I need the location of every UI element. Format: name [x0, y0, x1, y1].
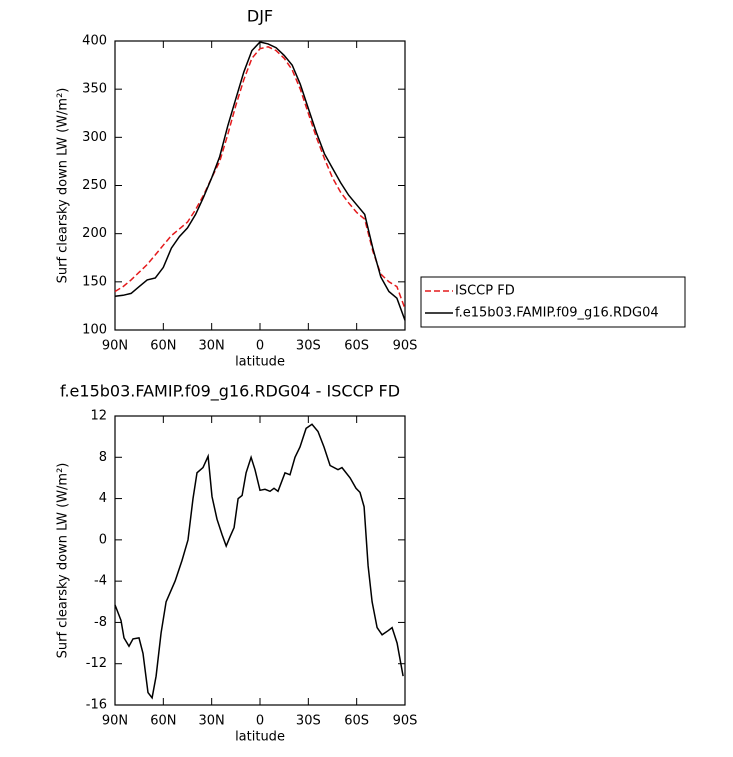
y-tick-label: 0 [99, 532, 107, 547]
x-tick-label: 0 [256, 339, 264, 354]
x-tick-label: 90N [102, 339, 128, 354]
y-tick-label: 150 [82, 274, 107, 289]
y-tick-label: -16 [86, 698, 107, 713]
x-tick-label: 60N [150, 339, 176, 354]
x-tick-label: 30N [199, 339, 225, 354]
x-axis-label: latitude [235, 730, 285, 745]
x-tick-label: 90S [393, 339, 418, 354]
x-tick-label: 0 [256, 714, 264, 729]
x-tick-label: 60S [344, 714, 369, 729]
panel: DJF 100 150 200 250 300 350 400 90N 60N 30N 0 30S 60S… [56, 7, 686, 370]
x-tick-label: 60S [344, 339, 369, 354]
panel: f.e15b03.FAMIP.f09_g16.RDG04 - ISCCP FD -… [56, 382, 418, 745]
y-tick-label: -12 [86, 656, 107, 671]
x-tick-label: 30N [199, 714, 225, 729]
y-tick-label: 8 [99, 450, 107, 465]
x-tick-label: 90N [102, 714, 128, 729]
x-tick-label: 30S [296, 714, 321, 729]
y-tick-label: -8 [94, 615, 107, 630]
chart-title: DJF [247, 7, 273, 26]
legend-label: ISCCP FD [455, 284, 515, 299]
y-tick-label: 200 [82, 226, 107, 241]
chart-title: f.e15b03.FAMIP.f09_g16.RDG04 - ISCCP FD [60, 382, 400, 402]
series-line [114, 41, 406, 321]
series-line [114, 423, 404, 700]
x-tick-label: 90S [393, 714, 418, 729]
y-tick-label: 250 [82, 178, 107, 193]
x-axis-label: latitude [235, 355, 285, 370]
legend-box [420, 276, 686, 328]
y-tick-label: 400 [82, 34, 107, 49]
y-axis-label: Surf clearsky down LW (W/m²) [56, 88, 71, 284]
plot-frame [114, 40, 406, 331]
y-tick-label: 4 [99, 491, 107, 506]
series-line [114, 46, 406, 310]
y-tick-label: 300 [82, 130, 107, 145]
y-axis-label: Surf clearsky down LW (W/m²) [56, 463, 71, 659]
y-tick-label: 100 [82, 323, 107, 338]
y-tick-label: 350 [82, 82, 107, 97]
x-tick-label: 60N [150, 714, 176, 729]
y-tick-label: 12 [90, 409, 107, 424]
x-tick-label: 30S [296, 339, 321, 354]
legend-label: f.e15b03.FAMIP.f09_g16.RDG04 [455, 306, 659, 321]
y-tick-label: -4 [94, 574, 107, 589]
